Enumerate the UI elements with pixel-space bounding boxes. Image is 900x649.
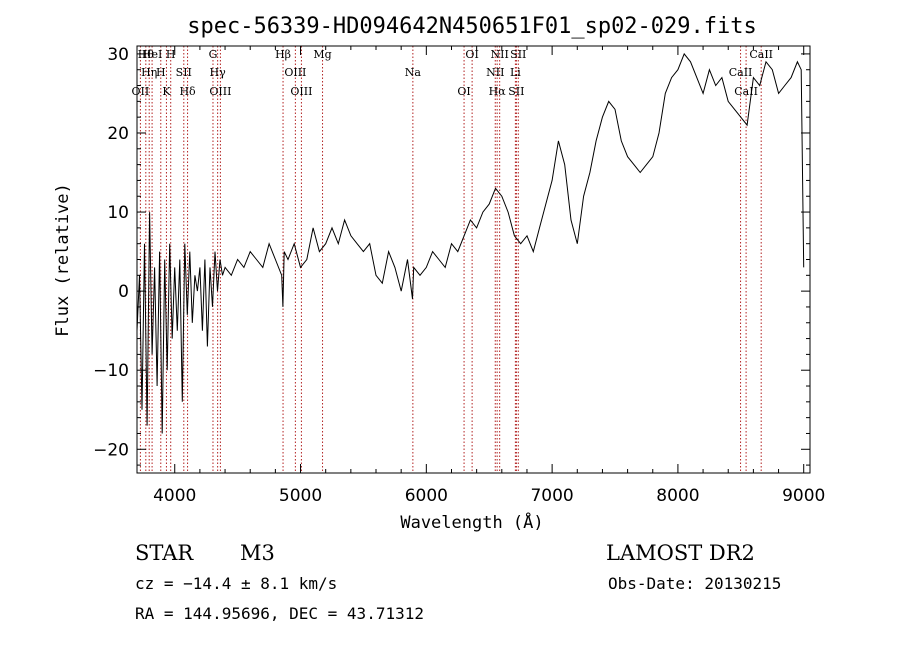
line-label: Hθ: [138, 48, 155, 61]
y-axis-label: Flux (relative): [53, 183, 73, 337]
line-label: Hβ: [275, 48, 291, 61]
line-label: SII: [508, 85, 524, 98]
x-tick-label: 5000: [279, 486, 322, 506]
line-label: SII: [510, 48, 526, 61]
line-label: OIII: [209, 85, 231, 98]
survey-name: LAMOST DR2: [606, 541, 755, 565]
line-label: G: [209, 48, 218, 61]
line-label: OI: [465, 48, 478, 61]
y-tick-label: 20: [107, 124, 129, 144]
obs-date: Obs-Date: 20130215: [608, 574, 781, 593]
line-label: SII: [176, 66, 192, 79]
y-tick-label: 30: [107, 45, 129, 65]
chart-title: spec-56339-HD094642N450651F01_sp02-029.f…: [187, 14, 757, 39]
line-label: OIII: [290, 85, 312, 98]
line-label: Mg: [313, 48, 331, 61]
spectrum-line: [136, 52, 805, 434]
line-label: K: [162, 85, 171, 98]
redshift-cz: cz = −14.4 ± 8.1 km/s: [135, 574, 337, 593]
object-class: STAR: [135, 541, 194, 565]
line-label: HeI: [142, 48, 162, 61]
line-label: H: [156, 66, 166, 79]
x-axis-label: Wavelength (Å): [400, 511, 543, 533]
x-tick-label: 9000: [782, 486, 825, 506]
line-label: CaII: [729, 66, 753, 79]
line-label: Hη: [141, 66, 157, 79]
line-label: OII: [132, 85, 150, 98]
y-tick-label: 0: [118, 282, 129, 302]
y-axis-ticks: −20 −10 0 10 20 30: [93, 45, 810, 466]
coordinates: RA = 144.95696, DEC = 43.71312: [135, 604, 424, 623]
x-axis-ticks: 4000 5000 6000 7000 8000 9000: [153, 46, 825, 506]
line-label: Hα: [489, 85, 507, 98]
line-label: NII: [491, 48, 509, 61]
x-tick-label: 7000: [530, 486, 573, 506]
y-tick-label: 10: [107, 203, 129, 223]
line-label: Hδ: [179, 85, 196, 98]
line-label: Hγ: [210, 66, 227, 79]
line-label: NII: [486, 66, 504, 79]
line-label: H: [166, 48, 176, 61]
line-label: Li: [510, 66, 521, 79]
object-subclass: M3: [240, 541, 275, 565]
line-label: OIII: [284, 66, 306, 79]
emission-line-labels: HθHηOIIHeIHKHSIIHδGHγOIIIHβOIIIOIIIMgNaO…: [132, 48, 773, 98]
line-label: CaII: [734, 85, 758, 98]
y-tick-label: −20: [93, 440, 129, 460]
x-tick-label: 4000: [153, 486, 196, 506]
x-tick-label: 6000: [405, 486, 448, 506]
emission-line-markers: [139, 46, 762, 473]
y-tick-label: −10: [93, 361, 129, 381]
line-label: Na: [405, 66, 422, 79]
line-label: OI: [457, 85, 470, 98]
x-tick-label: 8000: [656, 486, 699, 506]
line-label: CaII: [749, 48, 773, 61]
